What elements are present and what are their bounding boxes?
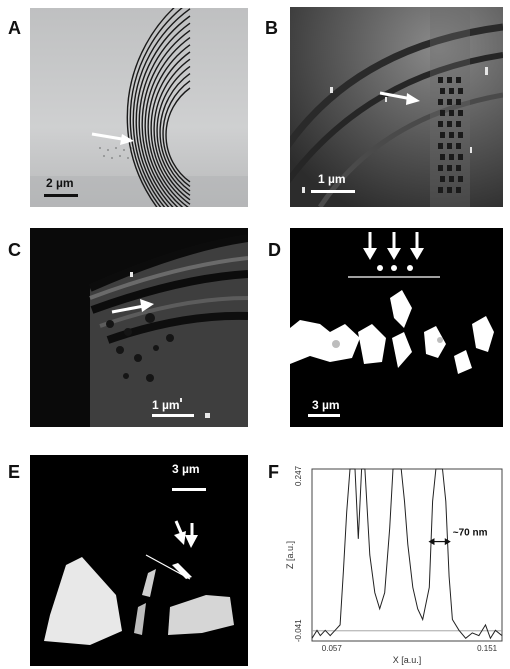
panel-c-micrograph: [30, 228, 248, 427]
panel-b-scale-label: 1 µm: [318, 172, 346, 186]
x-tick-right: 0.151: [477, 644, 498, 653]
panel-c-image: [30, 228, 248, 427]
panel-f-chart: ~70 nm 0.247 -0.041 0.057 0.151 X [a.u.]…: [285, 455, 507, 667]
nanohole-dot: [449, 154, 454, 160]
nanohole-dot: [456, 187, 461, 193]
nanohole-dot: [438, 99, 443, 105]
nanohole-dot: [440, 110, 445, 116]
nanohole-dot: [447, 121, 452, 127]
panel-a-scale-label: 2 µm: [46, 176, 74, 190]
nanohole-dot: [449, 88, 454, 94]
panel-d-scale-bar: [308, 414, 340, 417]
panel-c-scale-label: 1 µm: [152, 398, 180, 412]
panel-letter-b: B: [265, 18, 278, 39]
nanohole-dot: [447, 165, 452, 171]
panel-d-scale-label: 3 µm: [312, 398, 340, 412]
y-tick-bottom: -0.041: [294, 619, 303, 642]
y-axis-label: Z [a.u.]: [285, 541, 295, 569]
nanohole-dot: [438, 187, 443, 193]
panel-e-scale-bar: [172, 488, 206, 491]
nanohole-dot: [440, 176, 445, 182]
y-tick-top: 0.247: [294, 465, 303, 486]
nanohole-dot: [447, 99, 452, 105]
panel-c-scale-bar: [152, 414, 194, 417]
nanohole-dot: [447, 143, 452, 149]
width-annotation: ~70 nm: [453, 528, 488, 539]
nanohole-dot: [440, 88, 445, 94]
nanohole-dot: [449, 176, 454, 182]
panel-a-scale-bar: [44, 194, 78, 197]
panel-e-image: [30, 455, 248, 666]
nanohole-dot: [447, 187, 452, 193]
nanohole-dot: [456, 99, 461, 105]
panel-letter-c: C: [8, 240, 21, 261]
nanohole-dot: [458, 88, 463, 94]
nanohole-dot: [438, 143, 443, 149]
nanohole-dot: [449, 132, 454, 138]
panel-letter-f: F: [268, 462, 279, 483]
nanohole-dot: [438, 165, 443, 171]
panel-letter-d: D: [268, 240, 281, 261]
nanohole-dot: [456, 121, 461, 127]
panel-letter-e: E: [8, 462, 20, 483]
nanohole-dot: [456, 143, 461, 149]
panel-e-scale-label: 3 µm: [172, 462, 200, 476]
nanohole-dot: [456, 165, 461, 171]
nanohole-dot: [447, 77, 452, 83]
nanohole-dot: [438, 121, 443, 127]
nanohole-dot: [449, 110, 454, 116]
nanohole-dot: [458, 154, 463, 160]
nanohole-dot: [458, 132, 463, 138]
panel-e-micrograph: [30, 455, 248, 666]
nanohole-dot: [458, 176, 463, 182]
nanohole-dot: [438, 77, 443, 83]
x-tick-left: 0.057: [322, 644, 343, 653]
nanohole-dot: [458, 110, 463, 116]
nanohole-dot: [440, 132, 445, 138]
nanohole-dot: [440, 154, 445, 160]
panel-b-scale-bar: [311, 190, 355, 193]
nanohole-dot: [456, 77, 461, 83]
panel-letter-a: A: [8, 18, 21, 39]
x-axis-label: X [a.u.]: [393, 655, 422, 665]
